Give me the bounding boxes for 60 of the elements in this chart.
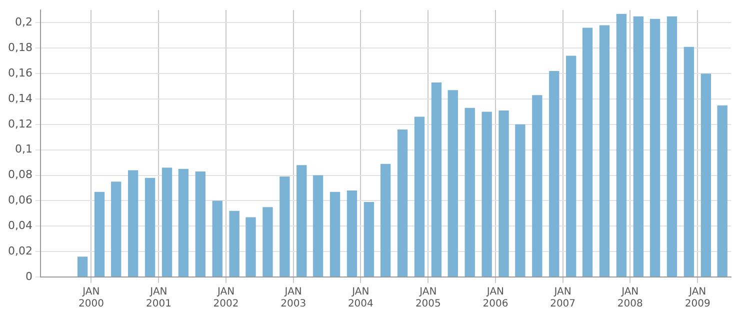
bar bbox=[549, 71, 560, 276]
bar bbox=[144, 178, 156, 276]
bar bbox=[666, 16, 678, 276]
bar bbox=[582, 28, 593, 276]
bar bbox=[364, 202, 374, 276]
bar bbox=[229, 210, 240, 276]
bar bbox=[431, 82, 442, 276]
bar bbox=[515, 124, 526, 276]
bar bbox=[94, 192, 105, 276]
bar bbox=[397, 130, 408, 276]
bar bbox=[700, 74, 712, 276]
x-tick-label: JAN 2003 bbox=[280, 286, 306, 310]
y-tick-label: 0,08 bbox=[8, 168, 32, 182]
y-tick-label: 0,14 bbox=[8, 92, 32, 105]
x-tick-label: JAN 2000 bbox=[78, 286, 104, 310]
y-tick-label: 0,1 bbox=[14, 142, 32, 156]
bar bbox=[296, 165, 307, 276]
bar bbox=[414, 116, 425, 276]
bar bbox=[246, 217, 256, 276]
bar bbox=[262, 207, 273, 276]
bar bbox=[195, 171, 206, 276]
bar bbox=[566, 56, 576, 276]
x-tick-label: JAN 2008 bbox=[617, 286, 643, 310]
bar bbox=[633, 16, 644, 276]
y-tick-label: 0,12 bbox=[8, 117, 32, 130]
bar bbox=[128, 170, 138, 276]
x-tick-label: JAN 2007 bbox=[550, 286, 576, 310]
y-tick-label: 0,16 bbox=[8, 66, 32, 80]
bar bbox=[346, 190, 358, 276]
y-tick-label: 0,2 bbox=[14, 16, 32, 29]
y-tick-label: 0 bbox=[25, 270, 32, 283]
bar bbox=[111, 182, 122, 276]
bar bbox=[717, 105, 728, 276]
bar bbox=[380, 164, 391, 276]
bar bbox=[464, 108, 475, 276]
bar bbox=[599, 25, 610, 276]
y-tick-label: 0,18 bbox=[8, 41, 32, 54]
y-tick-label: 0,04 bbox=[8, 219, 32, 232]
x-tick-label: JAN 2005 bbox=[415, 286, 441, 310]
bar bbox=[482, 112, 492, 276]
bar bbox=[684, 46, 694, 276]
x-tick-label: JAN 2004 bbox=[348, 286, 374, 310]
bar bbox=[212, 200, 222, 276]
bar bbox=[162, 168, 172, 276]
bar bbox=[178, 168, 189, 276]
bar bbox=[312, 175, 324, 276]
bar bbox=[330, 192, 340, 276]
x-tick-label: JAN 2009 bbox=[684, 286, 710, 310]
x-tick-label: JAN 2002 bbox=[213, 286, 239, 310]
bar bbox=[616, 14, 627, 276]
y-tick-label: 0,02 bbox=[8, 244, 32, 258]
x-tick-label: JAN 2006 bbox=[482, 286, 508, 310]
bar bbox=[280, 176, 290, 276]
bar bbox=[448, 90, 458, 276]
bar bbox=[77, 256, 88, 276]
bar bbox=[650, 18, 660, 276]
bar bbox=[498, 110, 509, 276]
y-tick-label: 0,06 bbox=[8, 194, 32, 207]
bar bbox=[532, 95, 542, 276]
x-tick-label: JAN 2001 bbox=[146, 286, 172, 310]
